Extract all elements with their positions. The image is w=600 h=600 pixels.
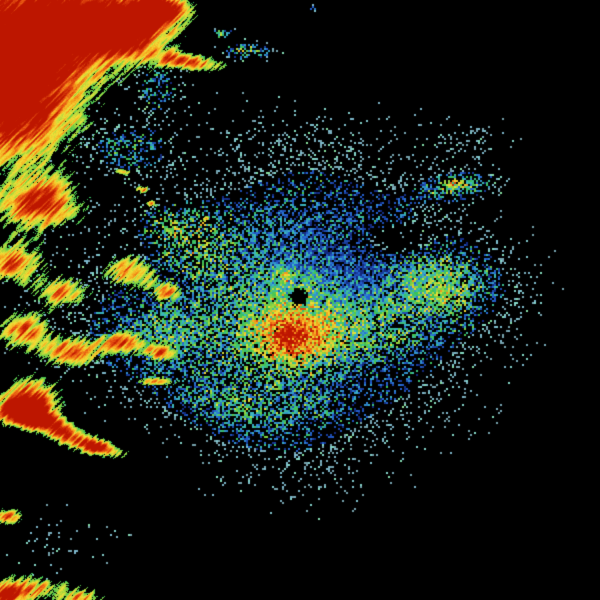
radar-reflectivity-view [0, 0, 600, 600]
radar-heatmap-canvas [0, 0, 600, 600]
